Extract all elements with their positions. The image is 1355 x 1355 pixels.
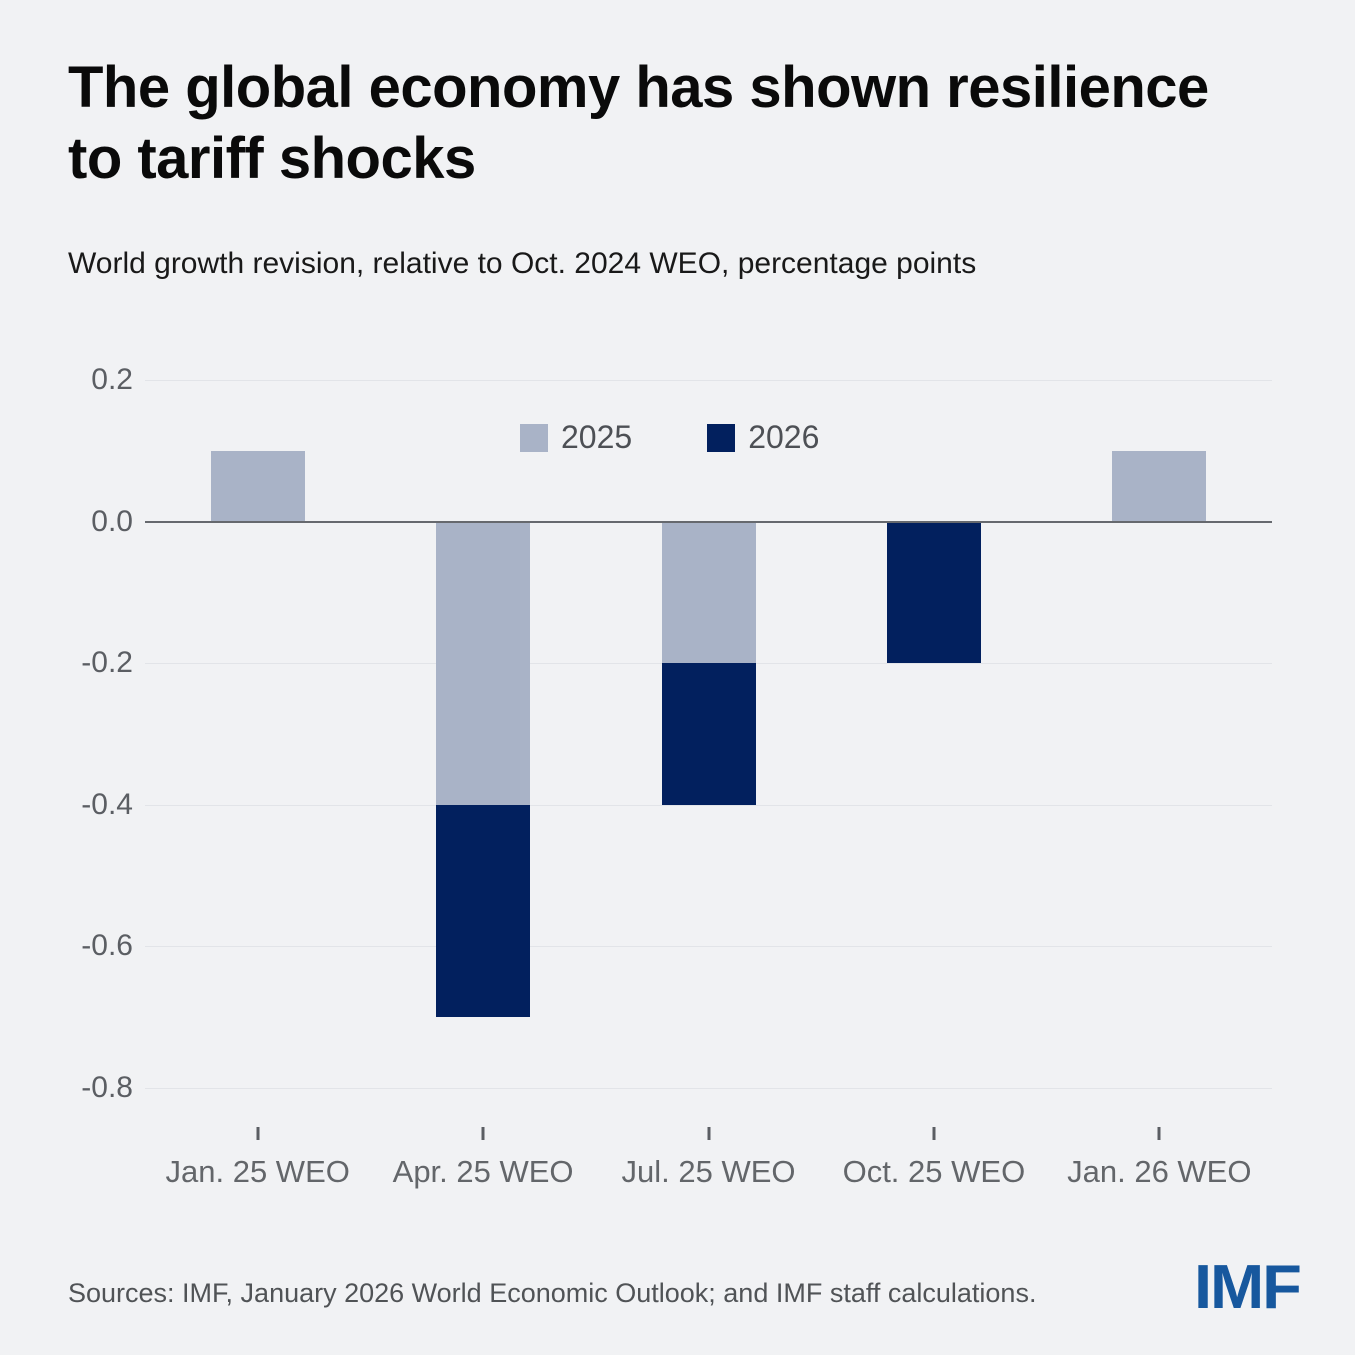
gridline <box>145 946 1272 948</box>
x-axis: Jan. 25 WEO Apr. 25 WEO Jul. 25 WEO Oct. 25… <box>145 1088 1272 1218</box>
y-tick-label: -0.2 <box>81 646 133 680</box>
zero-axis-line <box>145 520 1272 523</box>
y-tick-label: 0.2 <box>91 363 133 396</box>
y-tick-label: -0.8 <box>81 1071 133 1104</box>
legend-label-2026: 2026 <box>748 419 820 455</box>
bar-segment-2025 <box>436 521 531 805</box>
bar-segment-2025 <box>1112 450 1207 522</box>
bar-segment-2025 <box>210 450 305 522</box>
x-tick <box>1157 1127 1161 1140</box>
y-tick-label: -0.6 <box>81 929 133 963</box>
gridline <box>145 804 1272 806</box>
legend-label-2025: 2025 <box>561 419 633 455</box>
legend-swatch-2025 <box>520 423 548 452</box>
imf-logo: IMF <box>1194 1253 1302 1322</box>
x-tick-label: Apr. 25 WEO <box>392 1154 574 1189</box>
sources-note: Sources: IMF, January 2026 World Economi… <box>68 1278 1037 1308</box>
x-tick-label: Jul. 25 WEO <box>621 1154 796 1189</box>
chart-legend: 2025 2026 <box>520 419 819 456</box>
x-tick <box>481 1127 485 1140</box>
plot-area <box>145 380 1272 1089</box>
y-tick-label: -0.4 <box>81 787 133 821</box>
bar-segment-2025 <box>661 521 756 664</box>
legend-item-2025: 2025 <box>520 419 632 456</box>
y-tick-label: 0.0 <box>91 504 133 538</box>
chart-title: The global economy has shown resilience … <box>68 55 1209 191</box>
bar-segment-2026 <box>436 804 531 1018</box>
gridline <box>145 1088 1272 1089</box>
x-tick <box>932 1127 936 1140</box>
x-tick <box>256 1127 260 1140</box>
x-tick-label: Oct. 25 WEO <box>842 1154 1026 1189</box>
x-tick-label: Jan. 26 WEO <box>1067 1154 1252 1189</box>
y-axis: 0.2 0.0 -0.2 -0.4 -0.6 -0.8 <box>0 363 133 1104</box>
x-tick <box>707 1127 710 1140</box>
gridline <box>145 380 1272 381</box>
chart-subtitle: World growth revision, relative to Oct. … <box>68 247 977 280</box>
bar-segment-2026 <box>886 521 981 664</box>
legend-swatch-2026 <box>707 423 736 452</box>
legend-item-2026: 2026 <box>707 419 819 456</box>
x-tick-label: Jan. 25 WEO <box>165 1154 350 1189</box>
bar-segment-2026 <box>661 663 756 805</box>
